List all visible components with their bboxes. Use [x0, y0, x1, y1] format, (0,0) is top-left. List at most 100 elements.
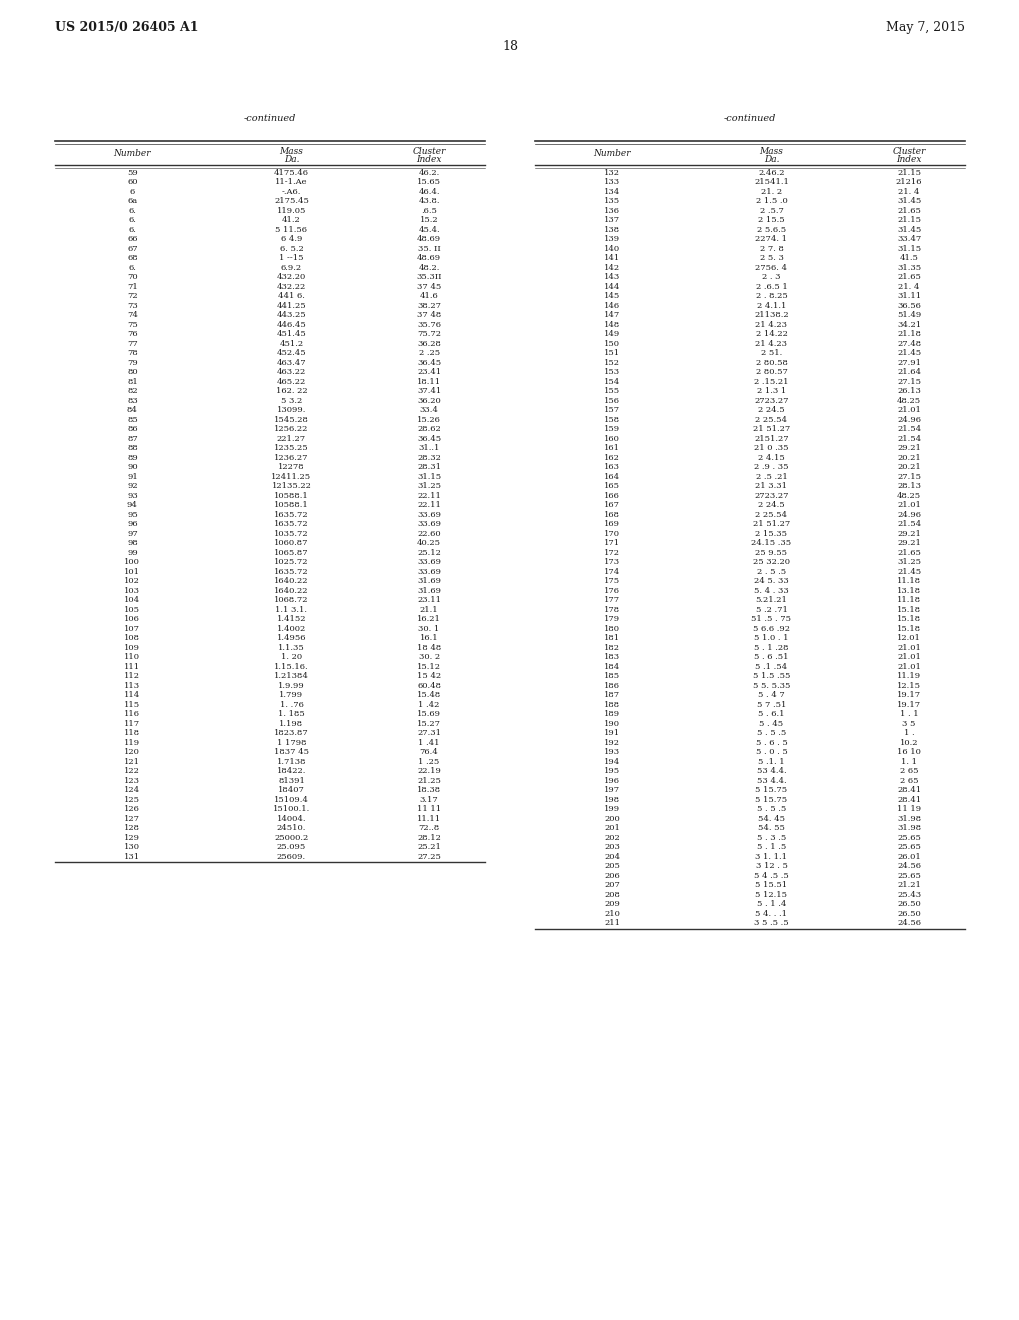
- Text: 91: 91: [127, 473, 138, 480]
- Text: 12411.25: 12411.25: [271, 473, 311, 480]
- Text: 25.12: 25.12: [417, 549, 440, 557]
- Text: 22.19: 22.19: [417, 767, 440, 775]
- Text: 3.17: 3.17: [419, 796, 438, 804]
- Text: 193: 193: [603, 748, 620, 756]
- Text: 75.72: 75.72: [417, 330, 440, 338]
- Text: 2 .5.7: 2 .5.7: [759, 207, 783, 215]
- Text: -.A6.: -.A6.: [281, 187, 301, 195]
- Text: 2 .9 . 35: 2 .9 . 35: [753, 463, 788, 471]
- Text: 2 65: 2 65: [899, 767, 917, 775]
- Text: 72: 72: [127, 292, 138, 300]
- Text: 2723.27: 2723.27: [753, 397, 788, 405]
- Text: 127: 127: [124, 814, 141, 822]
- Text: 6.: 6.: [128, 216, 137, 224]
- Text: 27.25: 27.25: [417, 853, 440, 861]
- Text: 205: 205: [604, 862, 620, 870]
- Text: 87: 87: [127, 434, 138, 442]
- Text: 5 4. . .1: 5 4. . .1: [755, 909, 787, 917]
- Text: 25000.2: 25000.2: [274, 834, 309, 842]
- Text: 166: 166: [604, 492, 620, 500]
- Text: 34.21: 34.21: [896, 321, 920, 329]
- Text: 54. 55: 54. 55: [757, 824, 785, 832]
- Text: 48.25: 48.25: [896, 397, 920, 405]
- Text: 22.11: 22.11: [417, 502, 440, 510]
- Text: 21.01: 21.01: [897, 663, 920, 671]
- Text: 90: 90: [127, 463, 138, 471]
- Text: 1 . 1: 1 . 1: [899, 710, 917, 718]
- Text: 82: 82: [127, 387, 138, 395]
- Text: 3 1. 1.1: 3 1. 1.1: [755, 853, 787, 861]
- Text: 88: 88: [127, 445, 138, 453]
- Text: 5 1.0 . 1: 5 1.0 . 1: [753, 634, 788, 643]
- Text: 12278: 12278: [278, 463, 305, 471]
- Text: 25609.: 25609.: [277, 853, 306, 861]
- Text: 2.46.2: 2.46.2: [757, 169, 784, 177]
- Text: 149: 149: [603, 330, 620, 338]
- Text: 21 0 .35: 21 0 .35: [753, 445, 788, 453]
- Text: 5 15.75: 5 15.75: [755, 787, 787, 795]
- Text: 29.21: 29.21: [897, 529, 920, 537]
- Text: 210: 210: [604, 909, 620, 917]
- Text: 21.45: 21.45: [896, 350, 920, 358]
- Text: 192: 192: [604, 739, 620, 747]
- Text: 30. 1: 30. 1: [418, 624, 439, 632]
- Text: 123: 123: [124, 776, 141, 784]
- Text: 131: 131: [124, 853, 141, 861]
- Text: 33.69: 33.69: [417, 568, 440, 576]
- Text: 24510.: 24510.: [276, 824, 306, 832]
- Text: 5. 4 . 33: 5. 4 . 33: [753, 586, 788, 595]
- Text: 48.69: 48.69: [417, 255, 441, 263]
- Text: 2 15.35: 2 15.35: [755, 529, 787, 537]
- Text: 155: 155: [603, 387, 620, 395]
- Text: 26.50: 26.50: [897, 909, 920, 917]
- Text: 451.45: 451.45: [276, 330, 306, 338]
- Text: 15.18: 15.18: [896, 615, 920, 623]
- Text: 75: 75: [127, 321, 138, 329]
- Text: 221.27: 221.27: [277, 434, 306, 442]
- Text: 198: 198: [603, 796, 620, 804]
- Text: 21 51.27: 21 51.27: [752, 520, 790, 528]
- Text: 114: 114: [124, 692, 141, 700]
- Text: 15 42: 15 42: [417, 672, 441, 680]
- Text: 6.: 6.: [128, 207, 137, 215]
- Text: 31.15: 31.15: [896, 244, 920, 252]
- Text: 21.18: 21.18: [897, 330, 920, 338]
- Text: 147: 147: [603, 312, 620, 319]
- Text: 2 . 3: 2 . 3: [761, 273, 780, 281]
- Text: 1.799: 1.799: [279, 692, 304, 700]
- Text: 12.01: 12.01: [897, 634, 920, 643]
- Text: 1. .76: 1. .76: [279, 701, 303, 709]
- Text: 33.69: 33.69: [417, 511, 440, 519]
- Text: 21.65: 21.65: [897, 273, 920, 281]
- Text: 5 15.75: 5 15.75: [755, 796, 787, 804]
- Text: 41.2: 41.2: [282, 216, 301, 224]
- Text: 36.45: 36.45: [417, 359, 441, 367]
- Text: 441.25: 441.25: [276, 302, 306, 310]
- Text: 182: 182: [604, 644, 620, 652]
- Text: 164: 164: [603, 473, 620, 480]
- Text: 31..1: 31..1: [418, 445, 439, 453]
- Text: 13.18: 13.18: [896, 586, 920, 595]
- Text: 117: 117: [124, 719, 141, 727]
- Text: 25.21: 25.21: [417, 843, 440, 851]
- Text: 15.69: 15.69: [417, 710, 440, 718]
- Text: 5 . 5 .5: 5 . 5 .5: [756, 805, 786, 813]
- Text: 2 24.5: 2 24.5: [757, 407, 784, 414]
- Text: 21541.1: 21541.1: [753, 178, 788, 186]
- Text: 22.11: 22.11: [417, 492, 440, 500]
- Text: 151: 151: [603, 350, 620, 358]
- Text: 15.65: 15.65: [417, 178, 440, 186]
- Text: 161: 161: [604, 445, 620, 453]
- Text: 2151.27: 2151.27: [753, 434, 788, 442]
- Text: 37.41: 37.41: [417, 387, 441, 395]
- Text: 452.45: 452.45: [276, 350, 306, 358]
- Text: 154: 154: [603, 378, 620, 385]
- Text: 446.45: 446.45: [276, 321, 306, 329]
- Text: 41.6: 41.6: [419, 292, 438, 300]
- Text: 176: 176: [604, 586, 620, 595]
- Text: 85: 85: [127, 416, 138, 424]
- Text: 187: 187: [603, 692, 620, 700]
- Text: 99: 99: [127, 549, 138, 557]
- Text: 2 .5 .21: 2 .5 .21: [755, 473, 787, 480]
- Text: 1.1.35: 1.1.35: [278, 644, 305, 652]
